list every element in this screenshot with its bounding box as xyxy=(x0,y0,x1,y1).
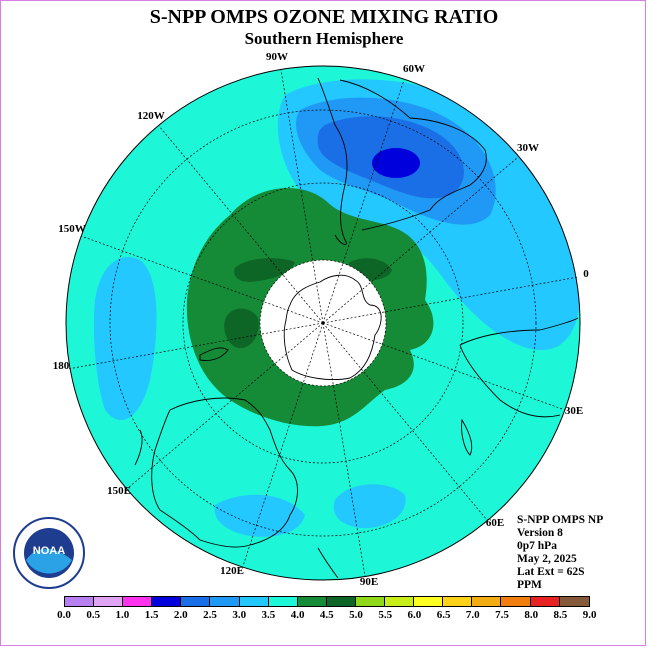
lon-label-60e: 60E xyxy=(485,517,505,529)
map-subtitle: Southern Hemisphere xyxy=(244,29,404,48)
colorbar-segment xyxy=(210,597,240,606)
colorbar-tick-label: 9.0 xyxy=(582,609,597,621)
info-panel: S-NPP OMPS NP Version 8 0p7 hPa May 2, 2… xyxy=(517,514,603,592)
colorbar-tick-label: 8.5 xyxy=(553,609,568,621)
colorbar-segment xyxy=(530,597,560,606)
colorbar-tick-label: 2.0 xyxy=(173,609,188,621)
ozone-field xyxy=(66,66,580,580)
lon-label-90e: 90E xyxy=(359,576,379,588)
colorbar-ticks: 0.0 0.5 1.0 1.5 2.0 2.5 3.0 3.5 4.0 4.5 5.0 5.5 6.0 6… xyxy=(57,609,596,623)
coast-south-america xyxy=(317,77,487,246)
field-dark-green-patch-2 xyxy=(224,308,259,349)
noaa-logo-text: NOAA xyxy=(33,545,65,557)
map-title: S-NPP OMPS OZONE MIXING RATIO xyxy=(149,6,499,28)
coast-new-zealand xyxy=(199,347,229,361)
colorbar-tick-label: 0.5 xyxy=(86,609,101,621)
colorbar-tick-label: 6.5 xyxy=(436,609,451,621)
info-instrument: S-NPP OMPS NP xyxy=(517,514,604,526)
info-lat-ext: Lat Ext = 62S xyxy=(517,566,585,578)
colorbar-segment xyxy=(181,597,211,606)
colorbar-segment xyxy=(443,597,473,606)
colorbar-segment xyxy=(152,597,182,606)
coastlines xyxy=(134,77,579,579)
field-cyan-south xyxy=(214,494,305,537)
colorbar-segment xyxy=(501,597,531,606)
info-units: PPM xyxy=(517,579,542,591)
lon-label-90w: 90W xyxy=(266,51,288,63)
colorbar-tick-label: 7.0 xyxy=(465,609,480,621)
colorbar-segment xyxy=(239,597,269,606)
coast-australia xyxy=(151,397,298,548)
colorbar-segment xyxy=(123,597,153,606)
info-version: Version 8 xyxy=(517,527,563,539)
lon-label-180: 180 xyxy=(52,360,70,372)
colorbar-tick-label: 4.0 xyxy=(290,609,305,621)
info-level: 0p7 hPa xyxy=(517,540,557,552)
lon-label-30e: 30E xyxy=(564,405,584,417)
colorbar-segment xyxy=(355,597,386,606)
graticule xyxy=(67,69,579,577)
lon-label-150e: 150E xyxy=(107,485,131,497)
colorbar-segment xyxy=(472,597,502,606)
field-deep-blue-core xyxy=(372,148,420,178)
coast-madagascar xyxy=(461,418,473,456)
colorbar xyxy=(64,596,590,607)
coast-asia-islands xyxy=(134,429,339,579)
colorbar-tick-label: 4.5 xyxy=(319,609,334,621)
lon-label-60w: 60W xyxy=(403,63,425,75)
colorbar-segment xyxy=(65,597,95,606)
lon-label-120w: 120W xyxy=(137,110,165,122)
noaa-logo: NOAA xyxy=(12,516,86,590)
colorbar-tick-label: 7.5 xyxy=(495,609,509,621)
colorbar-segment xyxy=(268,597,298,606)
colorbar-segment xyxy=(559,597,589,606)
lon-label-150w: 150W xyxy=(58,223,86,235)
coast-antarctica xyxy=(283,274,382,381)
colorbar-tick-label: 8.0 xyxy=(524,609,539,621)
colorbar-segment xyxy=(297,597,327,606)
lon-label-120e: 120E xyxy=(220,565,244,577)
colorbar-segment xyxy=(326,597,356,606)
colorbar-tick-label: 5.5 xyxy=(378,609,393,621)
colorbar-tick-label: 1.0 xyxy=(115,609,130,621)
colorbar-tick-label: 0.0 xyxy=(57,609,71,621)
field-cyan-west xyxy=(93,256,157,420)
lon-label-0: 0 xyxy=(583,268,589,280)
field-cyan-south-east xyxy=(333,484,406,529)
colorbar-segment xyxy=(94,597,124,606)
colorbar-tick-label: 1.5 xyxy=(144,609,159,621)
colorbar-segment xyxy=(385,597,415,606)
colorbar-tick-label: 6.0 xyxy=(407,609,422,621)
colorbar-tick-label: 3.5 xyxy=(261,609,276,621)
field-dark-green-patch-1 xyxy=(234,258,295,282)
coast-africa xyxy=(459,317,579,418)
colorbar-tick-label: 3.0 xyxy=(232,609,247,621)
colorbar-tick-label: 5.0 xyxy=(349,609,363,621)
colorbar-tick-label: 2.5 xyxy=(203,609,217,621)
lon-label-30w: 30W xyxy=(517,142,539,154)
colorbar-segment xyxy=(414,597,444,606)
info-date: May 2, 2025 xyxy=(517,553,577,565)
map-border xyxy=(65,65,581,581)
